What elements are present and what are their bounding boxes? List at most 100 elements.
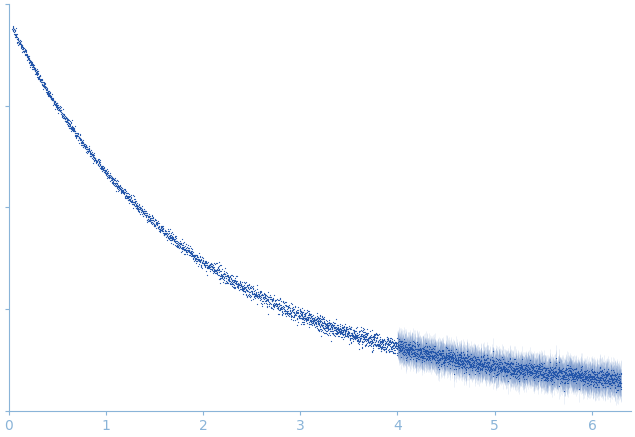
Point <box>142 212 152 219</box>
Point <box>457 363 467 370</box>
Point <box>373 338 384 345</box>
Point <box>530 369 540 376</box>
Point <box>424 347 434 354</box>
Point <box>235 285 245 292</box>
Point <box>15 38 25 45</box>
Point <box>260 291 271 298</box>
Point <box>205 263 215 270</box>
Point <box>194 258 204 265</box>
Point <box>201 260 211 267</box>
Point <box>428 352 438 359</box>
Point <box>46 96 56 103</box>
Point <box>15 39 25 46</box>
Point <box>302 315 312 322</box>
Point <box>565 371 575 378</box>
Point <box>241 286 251 293</box>
Point <box>463 357 473 364</box>
Point <box>442 353 452 360</box>
Point <box>526 369 536 376</box>
Point <box>13 37 23 44</box>
Point <box>46 93 56 100</box>
Point <box>126 198 137 205</box>
Point <box>167 232 177 239</box>
Point <box>552 371 563 378</box>
Point <box>51 100 61 107</box>
Point <box>343 330 353 337</box>
Point <box>525 357 535 364</box>
Point <box>138 205 149 212</box>
Point <box>178 246 189 253</box>
Point <box>448 351 458 358</box>
Point <box>102 165 112 172</box>
Point <box>549 372 559 379</box>
Point <box>39 80 50 87</box>
Point <box>200 257 210 264</box>
Point <box>432 354 442 361</box>
Point <box>427 351 437 358</box>
Point <box>517 363 527 370</box>
Point <box>603 374 613 381</box>
Point <box>545 358 555 365</box>
Point <box>143 218 153 225</box>
Point <box>29 63 39 70</box>
Point <box>572 375 582 382</box>
Point <box>478 359 488 366</box>
Point <box>97 163 107 170</box>
Point <box>275 307 285 314</box>
Point <box>474 362 485 369</box>
Point <box>18 45 29 52</box>
Point <box>417 359 427 366</box>
Point <box>531 363 541 370</box>
Point <box>578 376 589 383</box>
Point <box>479 364 490 371</box>
Point <box>24 55 34 62</box>
Point <box>27 65 37 72</box>
Point <box>268 302 278 309</box>
Point <box>274 301 284 308</box>
Point <box>299 319 309 326</box>
Point <box>34 75 44 82</box>
Point <box>346 329 356 336</box>
Point <box>609 379 619 386</box>
Point <box>161 232 171 239</box>
Point <box>356 334 366 341</box>
Point <box>447 359 457 366</box>
Point <box>438 353 448 360</box>
Point <box>36 77 46 84</box>
Point <box>409 347 419 354</box>
Point <box>547 371 558 378</box>
Point <box>382 336 392 343</box>
Point <box>161 230 171 237</box>
Point <box>334 332 344 339</box>
Point <box>53 104 63 111</box>
Point <box>547 373 558 380</box>
Point <box>497 360 507 367</box>
Point <box>319 313 329 320</box>
Point <box>431 351 441 358</box>
Point <box>8 27 18 34</box>
Point <box>416 348 426 355</box>
Point <box>32 67 43 74</box>
Point <box>464 360 474 367</box>
Point <box>558 365 568 372</box>
Point <box>27 60 37 67</box>
Point <box>566 365 577 372</box>
Point <box>281 312 291 319</box>
Point <box>170 242 180 249</box>
Point <box>570 369 580 376</box>
Point <box>81 148 91 155</box>
Point <box>378 341 388 348</box>
Point <box>334 327 344 334</box>
Point <box>57 113 67 120</box>
Point <box>349 328 359 335</box>
Point <box>507 367 517 374</box>
Point <box>162 236 172 243</box>
Point <box>523 361 533 368</box>
Point <box>425 353 435 360</box>
Point <box>68 127 78 134</box>
Point <box>431 359 441 366</box>
Point <box>575 378 585 385</box>
Point <box>29 66 39 73</box>
Point <box>180 246 190 253</box>
Point <box>329 331 339 338</box>
